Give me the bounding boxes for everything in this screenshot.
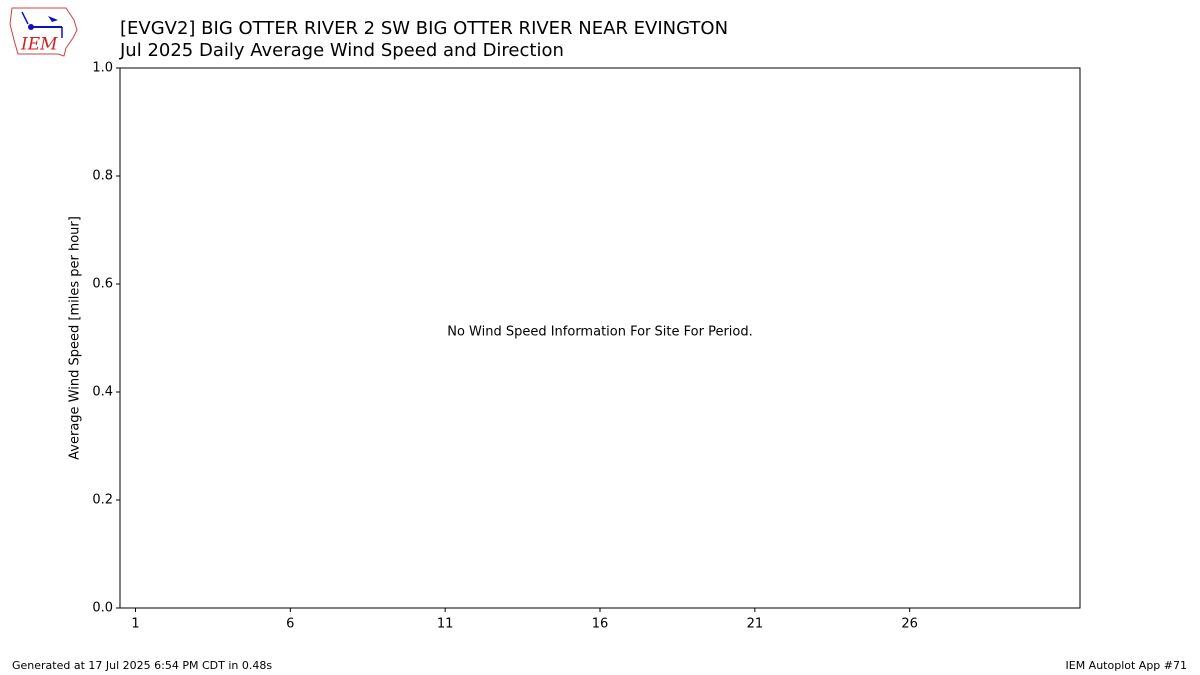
logo: IEM	[9, 7, 78, 57]
x-tick-label: 26	[901, 617, 918, 632]
y-tick-label: 0.6	[92, 277, 113, 292]
footer-right: IEM Autoplot App #71	[1066, 659, 1188, 672]
x-tick-label: 1	[131, 617, 139, 632]
y-tick-label: 1.0	[92, 61, 113, 76]
chart-subtitle: Jul 2025 Daily Average Wind Speed and Di…	[119, 40, 564, 61]
footer-left: Generated at 17 Jul 2025 6:54 PM CDT in …	[12, 659, 272, 672]
y-tick-label: 0.0	[92, 601, 113, 616]
x-tick-label: 21	[747, 617, 764, 632]
annotation: No Wind Speed Information For Site For P…	[447, 325, 753, 340]
logo-mark	[21, 11, 29, 25]
y-tick-label: 0.4	[92, 385, 113, 400]
y-axis-label: Average Wind Speed [miles per hour]	[68, 216, 83, 460]
x-tick-label: 11	[437, 617, 454, 632]
logo-text: IEM	[20, 35, 58, 55]
logo-dot	[28, 24, 34, 30]
x-tick-label: 6	[286, 617, 294, 632]
y-tick-label: 0.2	[92, 493, 113, 508]
y-tick-label: 0.8	[92, 169, 113, 184]
logo-vane	[48, 16, 58, 22]
x-tick-label: 16	[592, 617, 609, 632]
chart-title: [EVGV2] BIG OTTER RIVER 2 SW BIG OTTER R…	[120, 18, 728, 39]
